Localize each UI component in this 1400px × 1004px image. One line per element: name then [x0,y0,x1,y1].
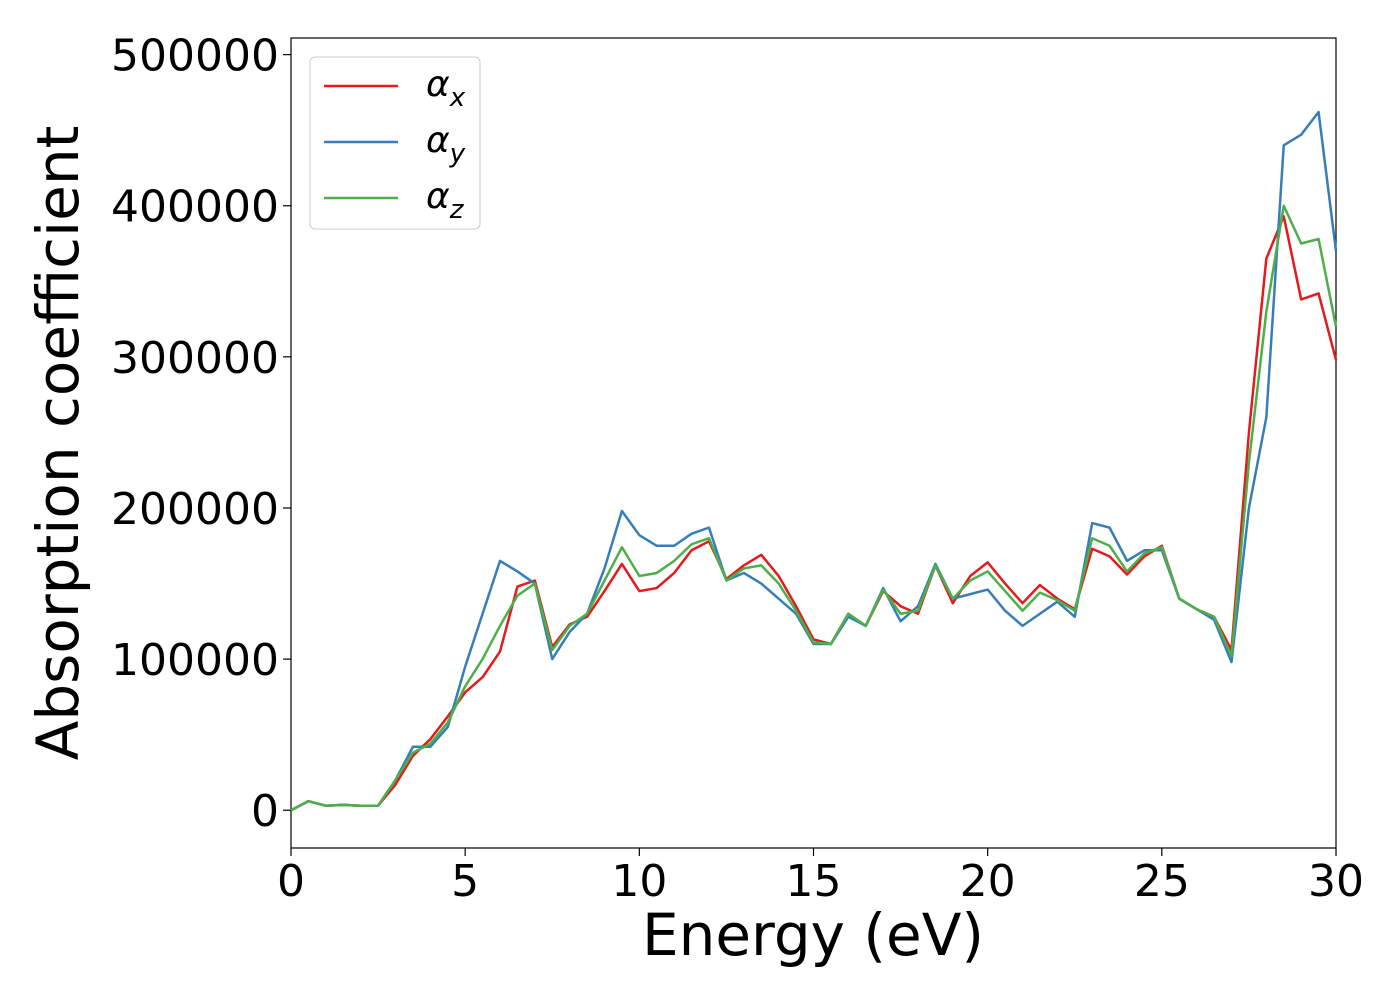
y-tick-label: 300000 [111,333,279,384]
legend-label: αz [426,176,465,225]
x-tick-label: 30 [1308,856,1364,907]
x-tick-label: 0 [277,856,305,907]
x-tick-label: 10 [611,856,667,907]
x-tick-label: 20 [960,856,1016,907]
x-tick-label: 5 [451,856,479,907]
series-line [290,215,1338,812]
y-tick-label: 200000 [111,484,279,535]
series-line [290,204,1338,812]
y-tick-label: 0 [251,786,279,837]
legend-label: αx [426,64,466,113]
x-tick-label: 15 [786,856,842,907]
y-tick-label: 100000 [111,635,279,686]
legend-label-sub: y [449,139,466,169]
legend-label: αy [426,120,466,169]
x-axis-label: Energy (eV) [642,901,984,969]
legend-label-base: α [426,176,450,217]
x-tick-label: 25 [1134,856,1190,907]
legend-label-base: α [426,64,450,105]
y-axis-label: Absorption coefficient [24,126,92,761]
y-tick-label: 400000 [111,182,279,233]
y-tick-label: 500000 [111,31,279,82]
legend-label-sub: x [449,83,466,113]
legend-label-base: α [426,120,450,161]
legend-label-sub: z [449,195,465,225]
